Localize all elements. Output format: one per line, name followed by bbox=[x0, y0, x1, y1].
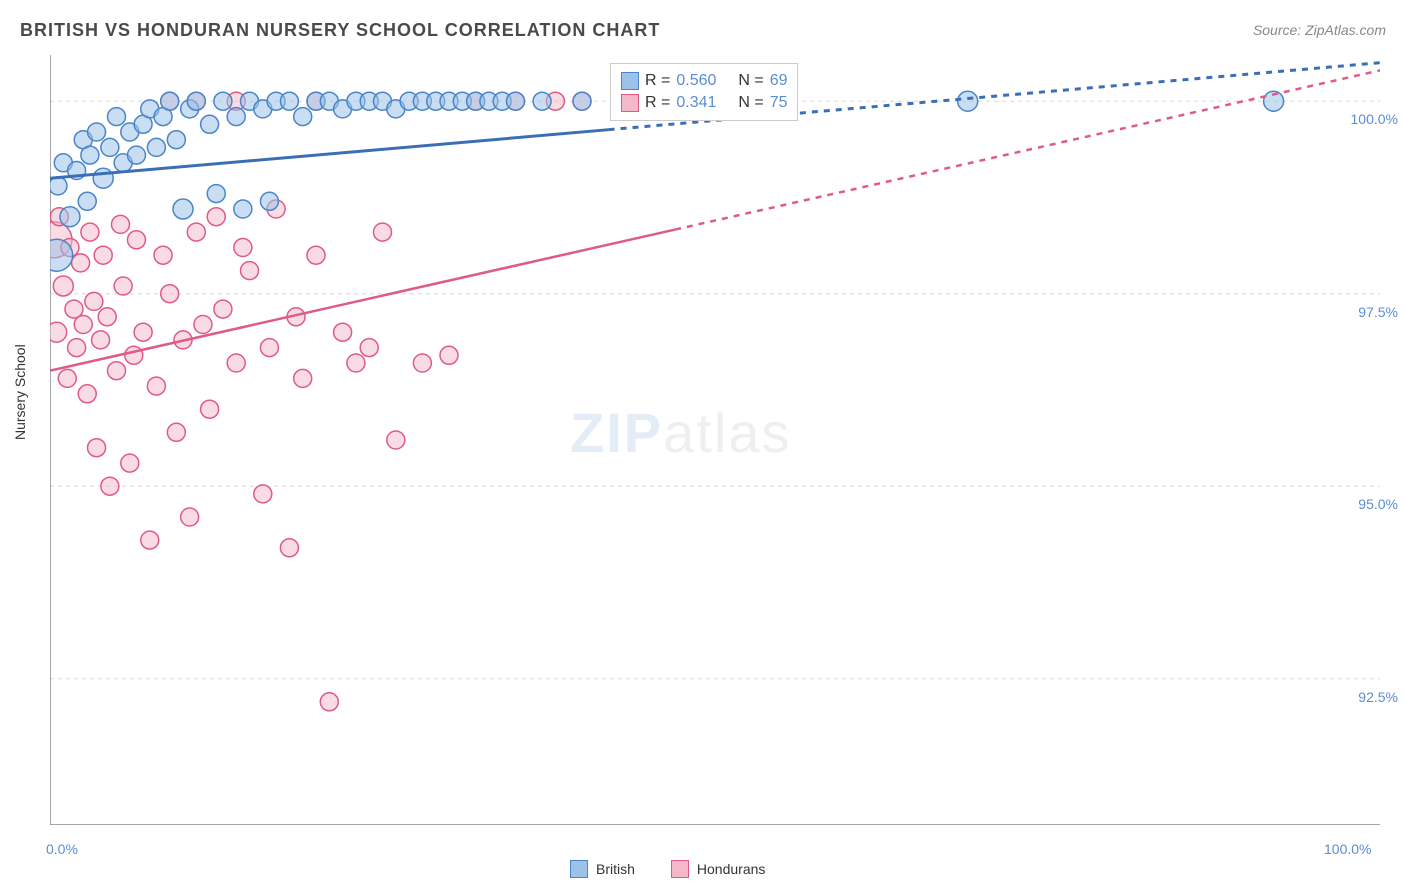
watermark-atlas: atlas bbox=[663, 401, 791, 464]
watermark-zip: ZIP bbox=[570, 401, 663, 464]
y-tick-label: 95.0% bbox=[1358, 496, 1398, 512]
source-link[interactable]: ZipAtlas.com bbox=[1305, 22, 1386, 38]
r-label: R = bbox=[645, 94, 670, 112]
r-value: 0.560 bbox=[676, 72, 732, 90]
legend-swatch bbox=[621, 94, 639, 112]
n-label: N = bbox=[738, 72, 763, 90]
hondurans-swatch bbox=[671, 860, 689, 878]
n-label: N = bbox=[738, 94, 763, 112]
british-swatch bbox=[570, 860, 588, 878]
y-tick-label: 97.5% bbox=[1358, 304, 1398, 320]
y-axis-label: Nursery School bbox=[12, 344, 28, 440]
n-value: 69 bbox=[770, 72, 788, 90]
r-label: R = bbox=[645, 72, 670, 90]
hondurans-legend-label: Hondurans bbox=[697, 861, 766, 877]
y-tick-label: 100.0% bbox=[1351, 111, 1398, 127]
y-tick-label: 92.5% bbox=[1358, 689, 1398, 705]
x-tick-label: 100.0% bbox=[1324, 841, 1371, 857]
correlation-legend-row: R = 0.560 N = 69 bbox=[621, 70, 787, 92]
chart-title: BRITISH VS HONDURAN NURSERY SCHOOL CORRE… bbox=[20, 20, 660, 41]
british-legend-label: British bbox=[596, 861, 635, 877]
legend-swatch bbox=[621, 72, 639, 90]
correlation-legend: R = 0.560 N = 69 R = 0.341 N = 75 bbox=[610, 63, 798, 121]
source-label: Source: bbox=[1253, 22, 1305, 38]
r-value: 0.341 bbox=[676, 94, 732, 112]
source-attribution: Source: ZipAtlas.com bbox=[1253, 22, 1386, 38]
chart-container: BRITISH VS HONDURAN NURSERY SCHOOL CORRE… bbox=[0, 0, 1406, 892]
n-value: 75 bbox=[770, 94, 788, 112]
x-tick-label: 0.0% bbox=[46, 841, 78, 857]
watermark: ZIPatlas bbox=[570, 400, 791, 465]
correlation-legend-row: R = 0.341 N = 75 bbox=[621, 92, 787, 114]
series-legend: British Hondurans bbox=[570, 860, 765, 878]
